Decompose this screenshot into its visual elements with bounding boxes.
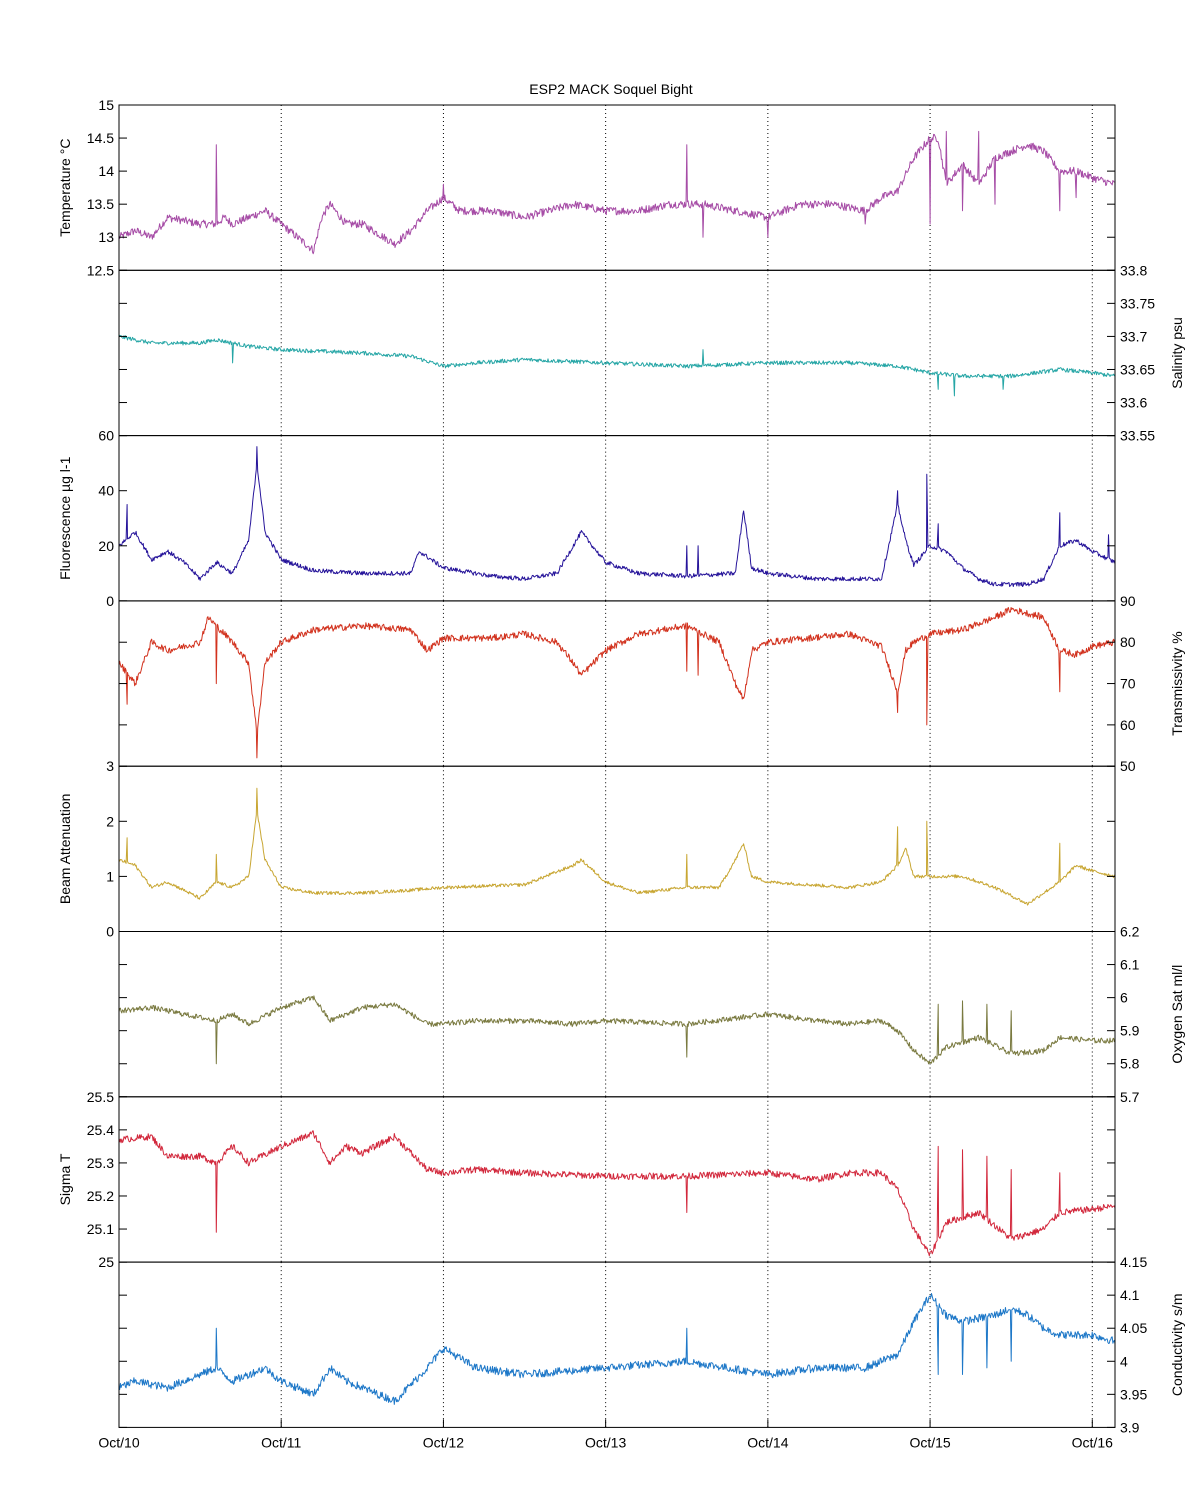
panel-beam_attenuation: 0 1 2 3 Beam Attenuation: [57, 758, 1116, 940]
sigma_t-series-line: [118, 1130, 1116, 1257]
transmissivity-series-line: [118, 607, 1116, 759]
fluorescence-tick-label: 60: [98, 428, 114, 444]
conductivity-axis-label: Conductivity s/m: [1169, 1293, 1185, 1396]
oxygen_sat-tick-label: 5.9: [1120, 1023, 1140, 1039]
sigma_t-tick-label: 25.5: [87, 1089, 114, 1105]
temperature-tick-label: 14: [98, 163, 114, 179]
fluorescence-tick-label: 0: [106, 593, 114, 609]
transmissivity-tick-label: 80: [1120, 634, 1136, 650]
salinity-tick-label: 33.6: [1120, 395, 1147, 411]
beam_attenuation-tick-label: 0: [106, 924, 114, 940]
conductivity-tick-label: 3.9: [1120, 1419, 1140, 1435]
sigma_t-tick-label: 25.3: [87, 1155, 114, 1171]
oxygen_sat-tick-label: 5.7: [1120, 1089, 1140, 1105]
fluorescence-tick-label: 40: [98, 483, 114, 499]
beam_attenuation-axis-label: Beam Attenuation: [57, 794, 73, 905]
salinity-tick-label: 33.65: [1120, 361, 1155, 377]
sigma_t-axis-label: Sigma T: [57, 1153, 73, 1205]
sigma_t-tick-label: 25.4: [87, 1122, 114, 1138]
x-tick-label: Oct/13: [585, 1434, 626, 1450]
transmissivity-axis-label: Transmissivity %: [1169, 631, 1185, 736]
conductivity-tick-label: 4.05: [1120, 1320, 1147, 1336]
salinity-axis-label: Salinity psu: [1169, 317, 1185, 389]
salinity-tick-label: 33.7: [1120, 328, 1147, 344]
panel-oxygen_sat: 5.7 5.8 5.9 6 6.1 6.2 Oxygen Sat ml/l: [118, 924, 1185, 1105]
transmissivity-tick-label: 90: [1120, 593, 1136, 609]
panel-sigma_t: 25 25.1 25.2 25.3 25.4 25.5 Sigma T: [57, 1089, 1116, 1270]
transmissivity-tick-label: 50: [1120, 758, 1136, 774]
salinity-series-line: [118, 334, 1116, 397]
panel-conductivity: 3.9 3.95 4 4.05 4.1 4.15 Conductivity s/m: [118, 1254, 1185, 1435]
oxygen_sat-axis-label: Oxygen Sat ml/l: [1169, 965, 1185, 1064]
conductivity-tick-label: 4.15: [1120, 1254, 1147, 1270]
x-tick-label: Oct/16: [1072, 1434, 1113, 1450]
x-tick-label: Oct/10: [98, 1434, 139, 1450]
oxygen_sat-tick-label: 6: [1120, 990, 1128, 1006]
x-axis: Oct/10 Oct/11 Oct/12 Oct/13 Oct/14 Oct/15 Oct/…: [98, 1419, 1113, 1450]
x-tick-label: Oct/14: [747, 1434, 788, 1450]
fluorescence-axis-label: Fluorescence µg l-1: [57, 456, 73, 579]
beam_attenuation-tick-label: 2: [106, 813, 114, 829]
oxygen_sat-tick-label: 6.1: [1120, 957, 1140, 973]
x-tick-label: Oct/11: [261, 1434, 301, 1450]
temperature-series-line: [118, 130, 1116, 255]
salinity-tick-label: 33.55: [1120, 428, 1155, 444]
x-tick-label: Oct/15: [909, 1434, 950, 1450]
oxygen_sat-tick-label: 5.8: [1120, 1056, 1140, 1072]
temperature-tick-label: 12.5: [87, 262, 114, 278]
fluorescence-series-line: [118, 446, 1116, 587]
beam_attenuation-tick-label: 1: [106, 868, 114, 884]
chart-title: ESP2 MACK Soquel Bight: [529, 81, 693, 97]
temperature-tick-label: 13.5: [87, 196, 114, 212]
temperature-tick-label: 15: [98, 97, 114, 113]
conductivity-series-line: [118, 1293, 1116, 1405]
conductivity-tick-label: 3.95: [1120, 1386, 1147, 1402]
x-tick-label: Oct/12: [423, 1434, 464, 1450]
transmissivity-tick-label: 60: [1120, 717, 1136, 733]
sigma_t-tick-label: 25: [98, 1254, 114, 1270]
oxygen_sat-series-line: [118, 995, 1116, 1065]
beam_attenuation-tick-label: 3: [106, 758, 114, 774]
temperature-axis-label: Temperature °C: [57, 139, 73, 237]
conductivity-tick-label: 4.1: [1120, 1287, 1140, 1303]
sigma_t-tick-label: 25.1: [87, 1221, 114, 1237]
temperature-tick-label: 13: [98, 229, 114, 245]
beam_attenuation-series-line: [118, 787, 1116, 906]
salinity-tick-label: 33.75: [1120, 295, 1155, 311]
transmissivity-tick-label: 70: [1120, 676, 1136, 692]
conductivity-tick-label: 4: [1120, 1353, 1128, 1369]
fluorescence-tick-label: 20: [98, 538, 114, 554]
temperature-tick-label: 14.5: [87, 130, 114, 146]
sigma_t-tick-label: 25.2: [87, 1188, 114, 1204]
conductivity-panel-frame: [118, 1261, 1116, 1428]
salinity-tick-label: 33.8: [1120, 262, 1147, 278]
panel-salinity: 33.55 33.6 33.65 33.7 33.75 33.8 Salinity psu: [118, 262, 1185, 444]
oxygen_sat-tick-label: 6.2: [1120, 924, 1140, 940]
